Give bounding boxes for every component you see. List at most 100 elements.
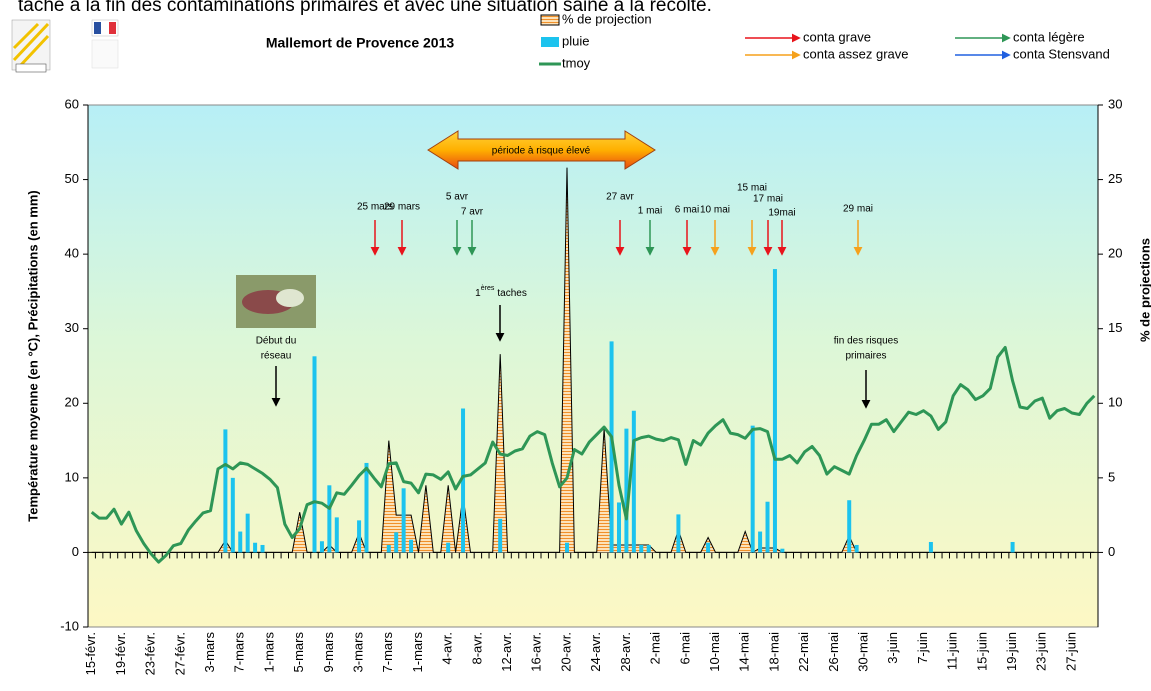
rain-bar: [632, 411, 636, 553]
x-tick-label: 7-mars: [232, 632, 247, 673]
rain-bar: [751, 426, 755, 553]
y2-tick-label: 0: [1108, 544, 1115, 559]
y-tick-label: 0: [72, 544, 79, 559]
rain-bar: [929, 542, 933, 552]
rain-bar: [387, 545, 391, 552]
rain-bar: [231, 478, 235, 553]
rain-bar: [357, 520, 361, 552]
y-tick-label: 20: [65, 395, 79, 410]
contamination-label: 17 mai: [753, 194, 783, 205]
x-tick-label: 18-mai: [766, 632, 781, 672]
x-tick-label: 1-mars: [261, 632, 276, 673]
rain-bar: [498, 519, 502, 553]
x-tick-label: 28-avr.: [618, 632, 633, 672]
photo-leaf: [276, 289, 304, 307]
x-tick-label: 8-avr.: [469, 632, 484, 665]
risk-label: période à risque élevé: [492, 146, 591, 157]
rain-bar: [313, 356, 317, 552]
legend-label: tmoy: [562, 55, 591, 70]
rain-bar: [565, 543, 569, 553]
x-tick-label: 19-févr.: [113, 632, 128, 675]
note-part: ères: [481, 285, 495, 292]
x-tick-label: 15-févr.: [83, 632, 98, 675]
y-tick-label: 40: [65, 246, 79, 261]
rain-bar: [766, 502, 770, 553]
rain-bar: [246, 514, 250, 553]
rain-bar: [327, 485, 331, 552]
x-tick-label: 7-mars: [380, 632, 395, 673]
rain-bar: [647, 545, 651, 552]
x-tick-label: 12-avr.: [499, 632, 514, 672]
rain-bar: [855, 545, 859, 552]
x-tick-label: 27-juin: [1063, 632, 1078, 671]
contamination-label: 7 avr: [461, 207, 484, 218]
y2-tick-label: 10: [1108, 395, 1122, 410]
rain-bar: [773, 269, 777, 552]
x-tick-label: 7-juin: [915, 632, 930, 664]
rain-bar: [402, 488, 406, 552]
photo: [236, 275, 316, 328]
y-tick-label: 60: [65, 96, 79, 111]
legend-label: conta légère: [1013, 29, 1085, 44]
x-tick-label: 11-juin: [945, 632, 960, 670]
chart: tache à la fin des contaminations primai…: [0, 0, 1151, 691]
rain-bar: [639, 545, 643, 552]
x-tick-label: 30-mai: [856, 632, 871, 672]
rain-bar: [758, 532, 762, 553]
chart-title: Mallemort de Provence 2013: [266, 35, 455, 51]
rain-bar: [1011, 542, 1015, 552]
rain-bar: [780, 549, 784, 553]
contamination-label: 27 avr: [606, 192, 634, 203]
rain-bar: [847, 500, 851, 552]
x-tick-label: 2-mai: [648, 632, 663, 665]
contamination-label: 6 mai: [675, 205, 699, 216]
x-tick-label: 5-mars: [291, 632, 306, 673]
contamination-label: 1 mai: [638, 206, 662, 217]
rain-bar: [238, 532, 242, 553]
contamination-label: 10 mai: [700, 205, 730, 216]
legend-label: conta grave: [803, 29, 871, 44]
rain-bar: [335, 517, 339, 552]
legend-swatch: [541, 37, 559, 47]
y2-tick-label: 15: [1108, 320, 1122, 335]
x-tick-label: 27-févr.: [172, 632, 187, 675]
y-tick-label: 50: [65, 171, 79, 186]
logo: [92, 20, 118, 68]
y2-tick-label: 25: [1108, 171, 1122, 186]
x-tick-label: 9-mars: [321, 632, 336, 673]
contamination-label: 5 avr: [446, 192, 469, 203]
x-tick-label: 26-mai: [826, 632, 841, 672]
rain-bar: [617, 502, 621, 552]
y2-tick-label: 30: [1108, 96, 1122, 111]
y2-axis-title: % de projections: [1137, 238, 1151, 342]
rain-bar: [446, 543, 450, 553]
contamination-label: 29 mai: [843, 204, 873, 215]
x-tick-label: 23-juin: [1034, 632, 1049, 671]
x-tick-label: 3-juin: [885, 632, 900, 664]
x-tick-label: 4-avr.: [440, 632, 455, 665]
note: Début du: [256, 336, 297, 347]
rain-bar: [394, 532, 398, 552]
rain-bar: [261, 545, 265, 552]
x-tick-label: 1-mars: [410, 632, 425, 673]
legend-swatch: [541, 15, 559, 25]
x-tick-label: 15-juin: [974, 632, 989, 671]
logo: [12, 20, 50, 72]
x-tick-label: 16-avr.: [529, 632, 544, 672]
y-axis-title: Température moyenne (en °C), Précipitati…: [25, 190, 40, 521]
x-tick-label: 6-mai: [677, 632, 692, 665]
x-tick-label: 20-avr.: [558, 632, 573, 672]
rain-bar: [223, 429, 227, 552]
x-tick-label: 22-mai: [796, 632, 811, 672]
x-tick-label: 3-mars: [202, 632, 217, 673]
y2-tick-label: 20: [1108, 246, 1122, 261]
note: fin des risques: [834, 336, 898, 347]
rain-bar: [409, 540, 413, 553]
legend-label: % de projection: [562, 11, 652, 26]
contamination-label: 15 mai: [737, 183, 767, 194]
contamination-label: 29 mars: [384, 202, 420, 213]
rain-bar: [676, 514, 680, 552]
legend-label: conta Stensvand: [1013, 46, 1110, 61]
y-tick-label: -10: [60, 618, 79, 633]
legend-label: conta assez grave: [803, 46, 909, 61]
